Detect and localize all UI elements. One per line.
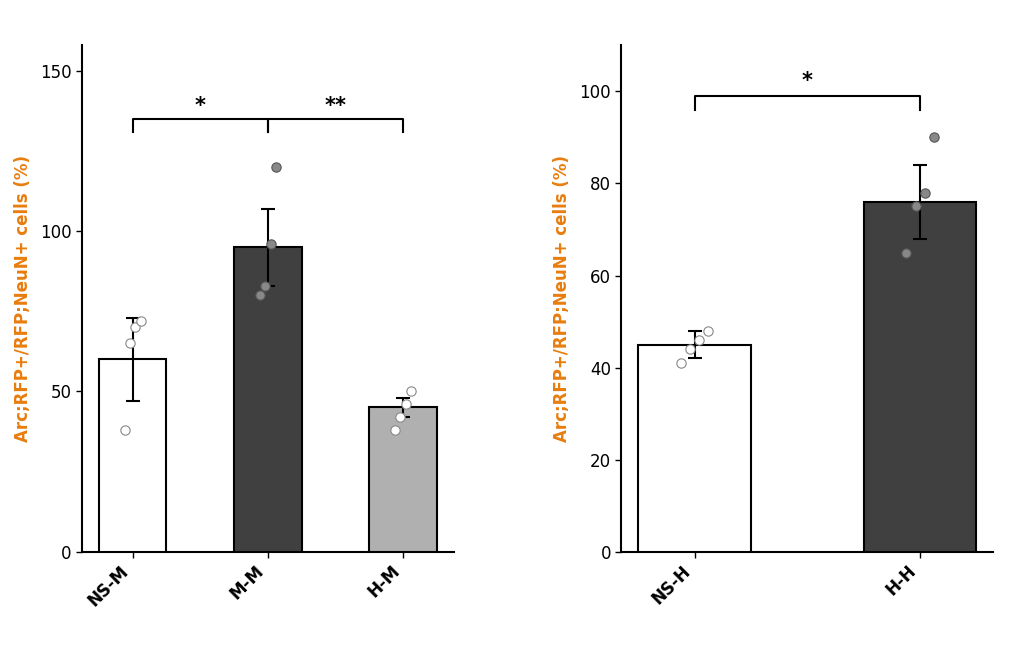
- Point: [132, 316, 148, 326]
- Point: [387, 424, 403, 435]
- Point: [403, 386, 420, 397]
- Text: **: **: [325, 96, 346, 116]
- Point: [926, 132, 942, 143]
- Bar: [863, 202, 976, 552]
- Bar: [234, 247, 302, 552]
- Point: [392, 412, 409, 422]
- Point: [682, 344, 698, 354]
- Point: [907, 201, 924, 212]
- Point: [268, 162, 285, 173]
- Point: [397, 399, 414, 410]
- Point: [257, 280, 273, 291]
- Point: [898, 247, 914, 258]
- Point: [673, 358, 689, 368]
- Bar: [638, 345, 751, 552]
- Text: *: *: [195, 96, 206, 116]
- Point: [699, 326, 716, 336]
- Bar: [99, 360, 167, 552]
- Point: [691, 335, 708, 345]
- Y-axis label: Arc;RFP+/RFP;NeuN+ cells (%): Arc;RFP+/RFP;NeuN+ cells (%): [553, 155, 571, 442]
- Point: [252, 290, 268, 300]
- Point: [122, 338, 138, 349]
- Bar: [370, 408, 437, 552]
- Point: [127, 322, 143, 332]
- Point: [916, 188, 933, 198]
- Text: *: *: [802, 71, 813, 92]
- Point: [117, 424, 133, 435]
- Y-axis label: Arc;RFP+/RFP;NeuN+ cells (%): Arc;RFP+/RFP;NeuN+ cells (%): [13, 155, 32, 442]
- Point: [262, 239, 279, 249]
